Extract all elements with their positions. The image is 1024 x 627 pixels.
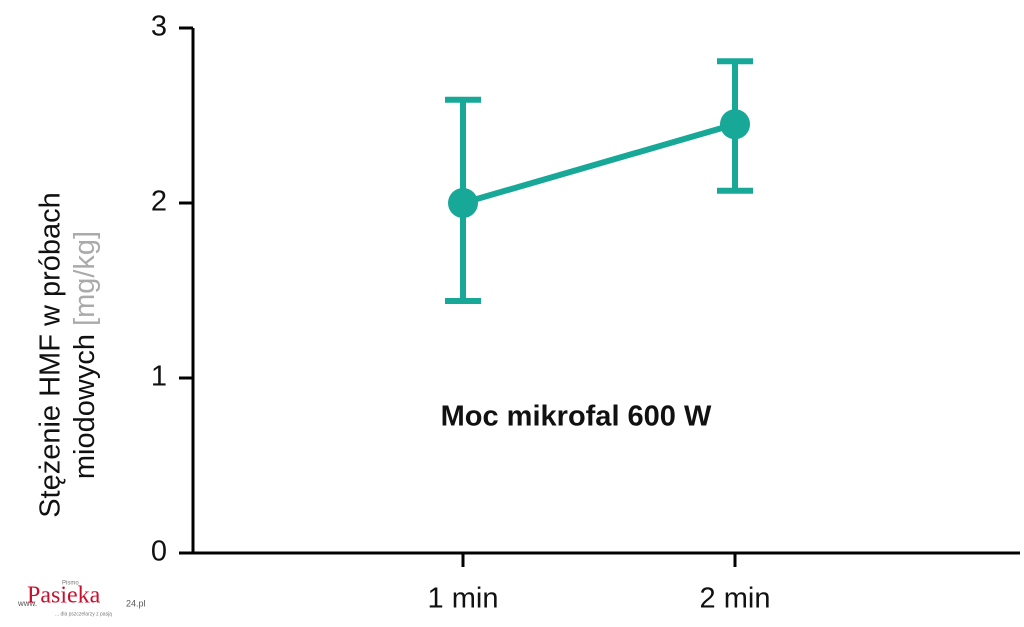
watermark-bg	[0, 575, 150, 620]
x-tick-label: 1 min	[428, 583, 499, 615]
watermark-prefix: www.	[17, 599, 37, 608]
x-tick-label: 2 min	[700, 583, 771, 615]
y-tick-label: 1	[151, 361, 167, 393]
y-tick-label: 2	[151, 186, 167, 218]
watermark-brand: Pasieka	[27, 583, 101, 609]
line	[462, 121, 736, 206]
y-label-line: Stężenie HMF w próbach	[35, 192, 67, 518]
point	[448, 188, 478, 218]
annotation: Moc mikrofal 600 W	[441, 401, 712, 433]
y-label-line: miodowych [mg/kg]	[69, 231, 101, 479]
y-label-unit: [mg/kg]	[69, 231, 101, 326]
y-axis-title: Stężenie HMF w próbach miodowych [mg/kg]	[35, 192, 101, 518]
y-tick-label: 3	[151, 11, 167, 43]
watermark-suffix: 24.pl	[126, 598, 146, 608]
watermark-top: Pismo	[62, 581, 79, 587]
watermark-tagline: ... dla pszczelarzy z pasją	[55, 611, 112, 617]
watermark: www. Pasieka 24.pl Pismo ... dla pszczel…	[0, 575, 150, 620]
y-tick-label: 0	[151, 536, 167, 568]
y-label-text: miodowych	[69, 334, 101, 479]
point	[720, 109, 750, 140]
